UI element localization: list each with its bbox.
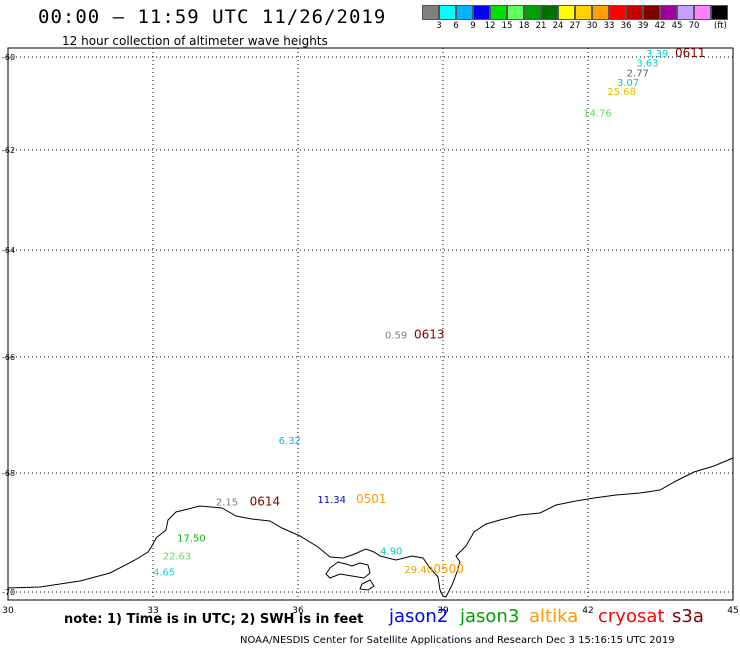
credit-line: NOAA/NESDIS Center for Satellite Applica… bbox=[240, 635, 675, 646]
scale-swatch bbox=[439, 5, 456, 20]
scale-swatch bbox=[507, 5, 524, 20]
latitude-tick-label: -60 bbox=[2, 53, 15, 62]
scale-tick-label: 42 bbox=[654, 21, 666, 31]
longitude-tick-label: 45 bbox=[727, 606, 738, 616]
scale-tick-label: 70 bbox=[688, 21, 700, 31]
scale-tick-label: 3 bbox=[436, 21, 442, 31]
wave-height-label: 25.68 bbox=[607, 87, 636, 98]
scale-swatch bbox=[473, 5, 490, 20]
scale-tick-label: 33 bbox=[603, 21, 615, 31]
legend-item-s3a: s3a bbox=[672, 606, 704, 627]
scale-swatch bbox=[422, 5, 439, 20]
wave-height-label: 6.32 bbox=[279, 436, 301, 447]
coastline bbox=[7, 457, 734, 598]
wave-height-label: 0.59 bbox=[385, 330, 407, 341]
scale-tick-label: 39 bbox=[637, 21, 649, 31]
page-subtitle: 12 hour collection of altimeter wave hei… bbox=[62, 34, 328, 48]
color-scale-swatches bbox=[422, 5, 740, 20]
legend-item-jason3: jason3 bbox=[460, 606, 520, 627]
scale-swatch bbox=[660, 5, 677, 20]
wave-height-label: 3.63 bbox=[636, 58, 658, 69]
scale-tick-label: 18 bbox=[518, 21, 530, 31]
scale-swatch bbox=[592, 5, 609, 20]
wave-height-label: 2.15 bbox=[216, 498, 238, 509]
scale-tick-label: 36 bbox=[620, 21, 632, 31]
legend-item-cryosat: cryosat bbox=[598, 606, 665, 627]
latitude-tick-label: -68 bbox=[2, 469, 15, 478]
scale-swatch bbox=[609, 5, 626, 20]
track-time-label: 0501 bbox=[356, 492, 387, 506]
latitude-tick-label: -64 bbox=[2, 246, 15, 255]
map-frame bbox=[7, 47, 734, 601]
wave-height-label: 2.77 bbox=[627, 69, 649, 80]
wave-height-label: 17.50 bbox=[177, 533, 206, 544]
wave-height-label: 11.34 bbox=[317, 495, 346, 506]
scale-tick-label: 15 bbox=[501, 21, 513, 31]
scale-tick-label: 27 bbox=[569, 21, 581, 31]
wave-height-label: 3.39 bbox=[646, 49, 668, 60]
track-time-label: 0613 bbox=[414, 327, 445, 341]
scale-tick-label: 30 bbox=[586, 21, 598, 31]
longitude-tick-label: 33 bbox=[147, 606, 158, 616]
wave-height-label: 22.63 bbox=[163, 551, 192, 562]
legend-item-jason2: jason2 bbox=[389, 606, 449, 627]
latitude-tick-label: -66 bbox=[2, 353, 15, 362]
page-title: 00:00 – 11:59 UTC 11/26/2019 bbox=[38, 6, 387, 28]
scale-swatch bbox=[711, 5, 728, 20]
coastline-island bbox=[325, 561, 371, 579]
scale-swatch bbox=[558, 5, 575, 20]
track-time-label: 0614 bbox=[250, 495, 281, 509]
color-scale-labels: 3 6 9 12 15 18 21 24 27 30 33 36 39 42 45 70 (ft) bbox=[422, 20, 740, 32]
scale-swatch bbox=[626, 5, 643, 20]
track-time-label: 0611 bbox=[675, 46, 706, 60]
scale-tick-label: 9 bbox=[470, 21, 476, 31]
legend-item-altika: altika bbox=[529, 606, 579, 627]
latitude-tick-label: -70 bbox=[2, 588, 15, 597]
latitude-tick-label: -62 bbox=[2, 146, 15, 155]
wave-height-label: 14.76 bbox=[583, 109, 612, 120]
scale-swatch bbox=[694, 5, 711, 20]
scale-tick-label: 45 bbox=[671, 21, 683, 31]
scale-unit: (ft) bbox=[714, 21, 727, 31]
longitude-tick-label: 30 bbox=[2, 606, 14, 616]
scale-swatch bbox=[524, 5, 541, 20]
wave-height-label: 4.90 bbox=[380, 547, 402, 558]
wave-height-color-scale: 3 6 9 12 15 18 21 24 27 30 33 36 39 42 45 70 (ft) bbox=[422, 5, 740, 32]
longitude-tick-label: 36 bbox=[292, 606, 304, 616]
scale-swatch bbox=[456, 5, 473, 20]
scale-tick-label: 24 bbox=[552, 21, 564, 31]
wave-height-label: 4.65 bbox=[153, 567, 175, 578]
wave-height-label: 29.40 bbox=[404, 565, 433, 576]
longitude-tick-label: 39 bbox=[437, 606, 449, 616]
scale-swatch bbox=[677, 5, 694, 20]
scale-tick-label: 6 bbox=[453, 21, 459, 31]
scale-swatch bbox=[575, 5, 592, 20]
wave-height-label: 3.07 bbox=[617, 78, 639, 89]
scale-tick-label: 12 bbox=[484, 21, 496, 31]
coastline-islet bbox=[359, 579, 375, 591]
scale-swatch bbox=[643, 5, 660, 20]
scale-swatch bbox=[490, 5, 507, 20]
scale-swatch bbox=[541, 5, 558, 20]
scale-tick-label: 21 bbox=[535, 21, 547, 31]
footer-note: note: 1) Time is in UTC; 2) SWH is in fe… bbox=[64, 612, 364, 627]
longitude-tick-label: 42 bbox=[582, 606, 593, 616]
track-time-label: 0500 bbox=[433, 562, 464, 576]
